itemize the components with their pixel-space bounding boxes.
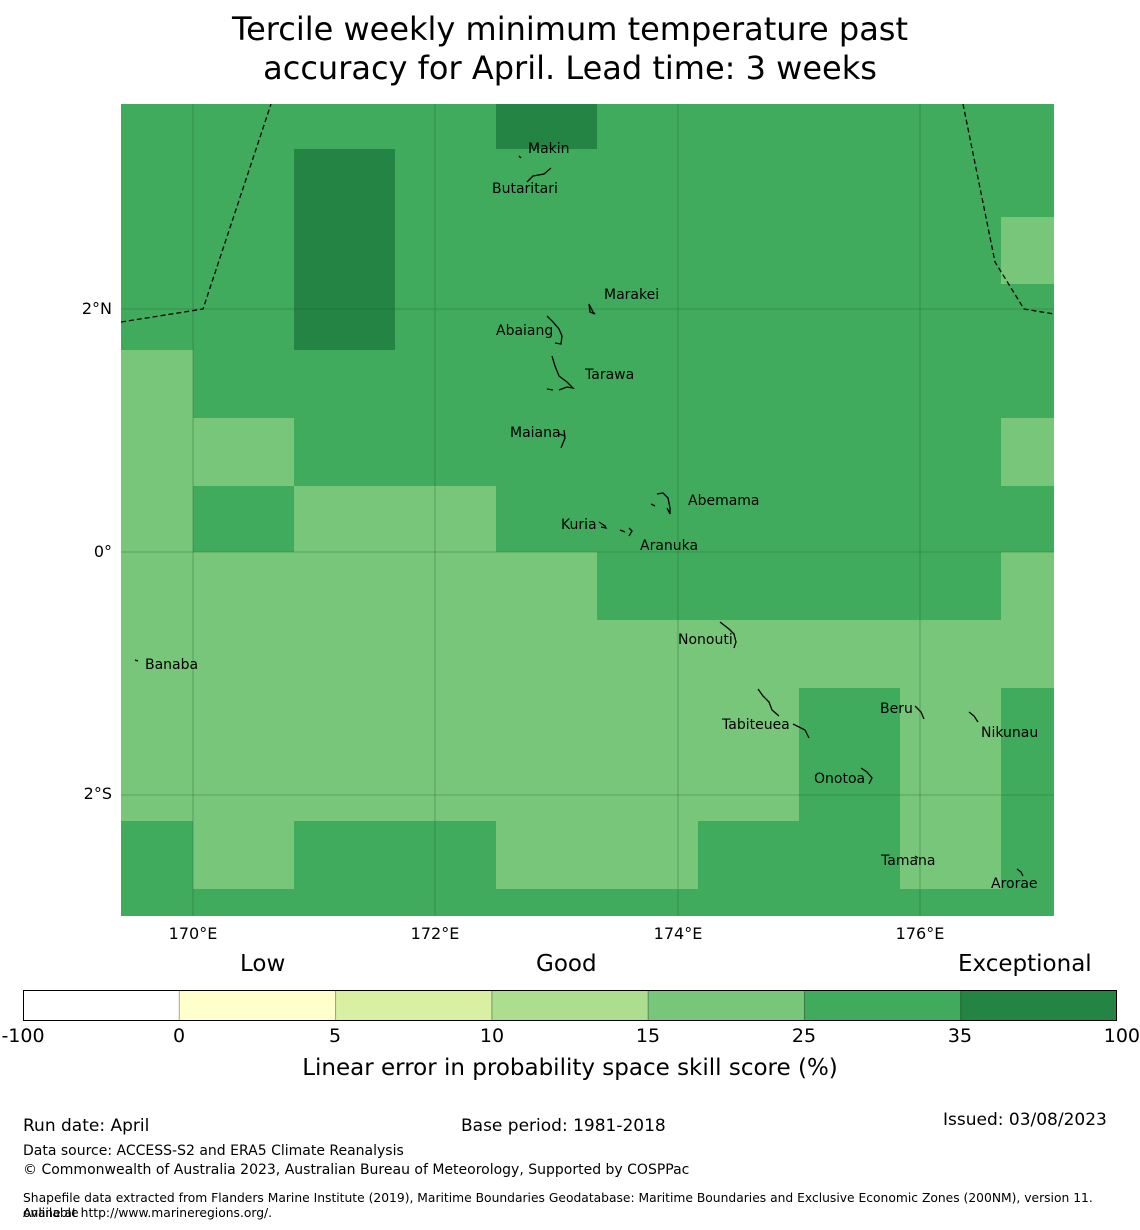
place-label-butaritari: Butaritari: [492, 181, 558, 197]
place-label-tabiteuea: Tabiteuea: [722, 717, 790, 733]
skill-cell: [1001, 552, 1054, 688]
place-label-aranuka: Aranuka: [640, 538, 699, 554]
colorbar-segment: [23, 990, 180, 1021]
island-abaiang: [546, 315, 563, 345]
eez-boundary-east: [962, 103, 1055, 315]
colorbar-segment: [960, 990, 1117, 1021]
skill-cell: [294, 486, 496, 552]
colorbar-tick-15: 15: [635, 1025, 661, 1047]
skill-cell: [193, 418, 294, 486]
chart-title: Tercile weekly minimum temperature past …: [0, 10, 1140, 88]
run-date: Run date: April: [23, 1116, 150, 1136]
skill-cell: [900, 620, 1001, 755]
island-kuria: [598, 521, 608, 529]
title-line-1: Tercile weekly minimum temperature past: [231, 10, 909, 48]
shapefile-credit-line-1: Shapefile data extracted from Flanders M…: [23, 1191, 1093, 1220]
skill-map-canvas: [120, 103, 1055, 916]
island-arorae: [1016, 868, 1024, 877]
island-onotoa: [860, 767, 873, 785]
graticule: [121, 104, 1054, 916]
colorbar-category-exceptional: Exceptional: [958, 951, 1092, 977]
island-banaba: [134, 659, 139, 662]
skill-cell: [496, 821, 698, 889]
skill-cell: [1001, 418, 1054, 486]
place-label-nikunau: Nikunau: [981, 725, 1039, 741]
colorbar-tick-100: 100: [1103, 1025, 1140, 1047]
colorbar-tick-0: 0: [172, 1025, 186, 1047]
colorbar-tick-5: 5: [328, 1025, 342, 1047]
lat-label-2s: 2°S: [83, 784, 112, 803]
place-label-abaiang: Abaiang: [496, 323, 554, 339]
island-tabiteuea: [757, 688, 810, 739]
colorbar-category-low: Low: [240, 951, 286, 977]
skill-cell: [1001, 217, 1054, 284]
colorbar-tick-10: 10: [479, 1025, 505, 1047]
shapefile-credit-line-2: online at http://www.marineregions.org/.: [23, 1206, 273, 1220]
island-beru: [914, 705, 925, 720]
island-aranuka: [619, 527, 633, 537]
skill-cell: [193, 821, 294, 889]
eez-boundaries: [120, 103, 1055, 323]
island-makin: [518, 155, 552, 183]
island-tamana: [914, 855, 919, 859]
place-label-beru: Beru: [880, 701, 913, 717]
colorbar-outline: [23, 990, 1117, 1021]
island-tarawa: [546, 355, 575, 391]
place-label-abemama: Abemama: [688, 493, 760, 509]
island-abemama: [650, 492, 671, 515]
place-label-kuria: Kuria: [561, 517, 597, 533]
lat-label-2n: 2°N: [81, 299, 112, 318]
skill-cell: [597, 620, 799, 821]
lon-label-176e: 176°E: [895, 924, 945, 943]
colorbar-tick-35: 35: [947, 1025, 973, 1047]
skill-map: Makin Butaritari Marakei Abaiang Tarawa …: [120, 103, 1055, 916]
lon-label-174e: 174°E: [653, 924, 703, 943]
place-label-arorae: Arorae: [991, 876, 1038, 892]
data-source: Data source: ACCESS-S2 and ERA5 Climate …: [23, 1143, 404, 1159]
colorbar-category-good: Good: [536, 951, 597, 977]
place-label-banaba: Banaba: [145, 657, 199, 673]
island-nikunau: [968, 711, 979, 723]
place-label-maiana: Maiana: [510, 425, 561, 441]
skill-cell: [294, 149, 395, 350]
colorbar-tick-25: 25: [791, 1025, 817, 1047]
copyright: © Commonwealth of Australia 2023, Austra…: [23, 1162, 690, 1178]
place-label-nonouti: Nonouti: [678, 632, 733, 648]
island-nonouti: [719, 621, 737, 649]
skill-cell: [121, 552, 597, 821]
colorbar-label: Linear error in probability space skill …: [302, 1055, 838, 1081]
eez-boundary-west: [120, 103, 272, 323]
colorbar-segment: [335, 990, 493, 1021]
place-label-marakei: Marakei: [604, 287, 660, 303]
skill-cell: [900, 755, 1001, 889]
colorbar-segment: [804, 990, 962, 1021]
base-period: Base period: 1981-2018: [461, 1116, 666, 1136]
lat-label-0: 0°: [93, 542, 112, 561]
island-maiana: [558, 429, 566, 449]
skill-cell: [496, 104, 597, 149]
skill-cell: [799, 620, 900, 688]
colorbar-segment: [648, 990, 805, 1021]
island-outlines: [134, 155, 1024, 877]
colorbar: [23, 990, 1117, 1021]
place-label-onotoa: Onotoa: [814, 771, 866, 787]
place-label-makin: Makin: [528, 141, 570, 157]
island-marakei: [588, 303, 596, 315]
lon-label-170e: 170°E: [168, 924, 218, 943]
place-label-tamana: Tamana: [881, 853, 936, 869]
colorbar-segment: [491, 990, 649, 1021]
lon-label-172e: 172°E: [410, 924, 460, 943]
issued-date: Issued: 03/08/2023: [943, 1110, 1107, 1130]
colorbar-tick-minus-100: -100: [1, 1025, 45, 1047]
colorbar-segment: [179, 990, 337, 1021]
title-line-2: accuracy for April. Lead time: 3 weeks: [263, 49, 877, 87]
place-label-tarawa: Tarawa: [585, 367, 635, 383]
